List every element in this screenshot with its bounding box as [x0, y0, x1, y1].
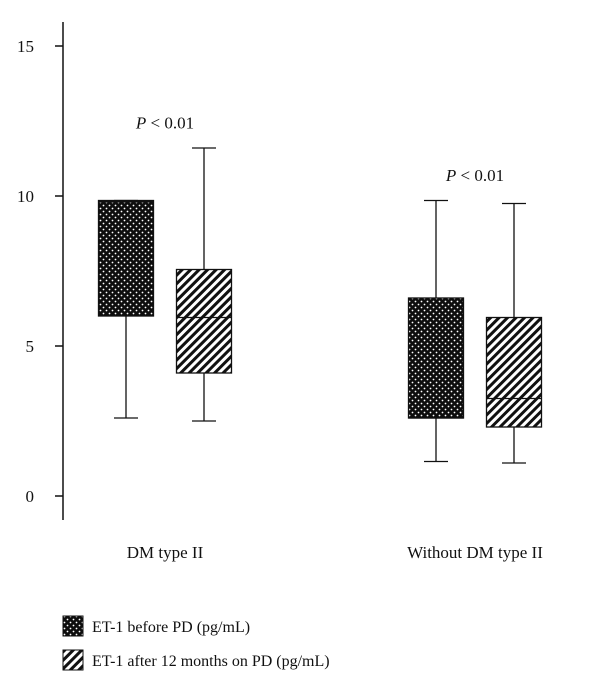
legend-label: ET-1 before PD (pg/mL) [92, 619, 250, 636]
box-hatch-1 [485, 202, 543, 464]
p-value-label: P < 0.01 [445, 166, 504, 185]
y-axis: 0 5 10 15 [17, 22, 64, 520]
box-iqr [175, 268, 233, 374]
legend-swatch [62, 649, 84, 671]
box-iqr [485, 316, 543, 428]
y-tick-label: 10 [17, 187, 34, 206]
y-tick-label: 5 [26, 337, 35, 356]
legend-label: ET-1 after 12 months on PD (pg/mL) [92, 653, 330, 670]
legend-swatch [62, 615, 84, 637]
box-dots-1 [407, 199, 465, 463]
p-value-label: P < 0.01 [135, 114, 194, 133]
box-iqr [97, 199, 155, 317]
p-value-annotations: P < 0.01 P < 0.01 [135, 114, 504, 186]
legend: ET-1 before PD (pg/mL) ET-1 after 12 mont… [62, 615, 330, 671]
box-iqr [407, 297, 465, 419]
y-tick-label: 15 [17, 37, 34, 56]
x-category-label: Without DM type II [407, 543, 543, 562]
legend-item-hatch: ET-1 after 12 months on PD (pg/mL) [62, 649, 330, 671]
box-dots-0 [97, 199, 155, 419]
y-tick-label: 0 [26, 487, 35, 506]
legend-item-dots: ET-1 before PD (pg/mL) [62, 615, 250, 637]
boxes [97, 147, 543, 464]
box-hatch-0 [175, 147, 233, 422]
category-labels: DM type II Without DM type II [127, 543, 543, 562]
x-category-label: DM type II [127, 543, 204, 562]
